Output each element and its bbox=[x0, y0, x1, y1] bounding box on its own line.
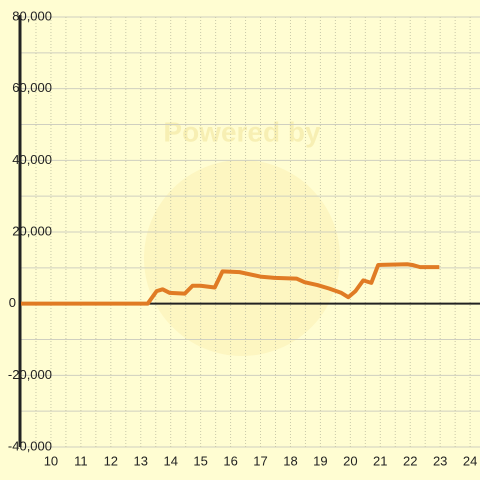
x-tick-label: 14 bbox=[163, 453, 177, 468]
x-tick-label: 20 bbox=[343, 453, 357, 468]
x-tick-label: 21 bbox=[373, 453, 387, 468]
x-tick-label: 18 bbox=[283, 453, 297, 468]
x-tick-label: 22 bbox=[403, 453, 417, 468]
data-line bbox=[21, 262, 440, 306]
y-tick-label: 20,000 bbox=[12, 223, 52, 238]
watermark-logo bbox=[144, 160, 340, 356]
y-tick-label: 0 bbox=[9, 295, 16, 310]
x-tick-label: 17 bbox=[253, 453, 267, 468]
x-tick-label: 10 bbox=[44, 453, 58, 468]
x-tick-label: 24 bbox=[463, 453, 477, 468]
x-tick-label: 23 bbox=[433, 453, 447, 468]
y-tick-label: -40,000 bbox=[8, 438, 52, 453]
y-tick-label: 40,000 bbox=[12, 152, 52, 167]
x-tick-label: 19 bbox=[313, 453, 327, 468]
y-tick-label: -20,000 bbox=[8, 367, 52, 382]
x-tick-label: 16 bbox=[223, 453, 237, 468]
x-tick-label: 12 bbox=[104, 453, 118, 468]
y-tick-label: 80,000 bbox=[12, 8, 52, 23]
y-tick-label: 60,000 bbox=[12, 80, 52, 95]
x-tick-label: 15 bbox=[193, 453, 207, 468]
x-tick-label: 13 bbox=[134, 453, 148, 468]
watermark: Powered by bbox=[163, 116, 321, 147]
x-tick-label: 11 bbox=[74, 453, 88, 468]
